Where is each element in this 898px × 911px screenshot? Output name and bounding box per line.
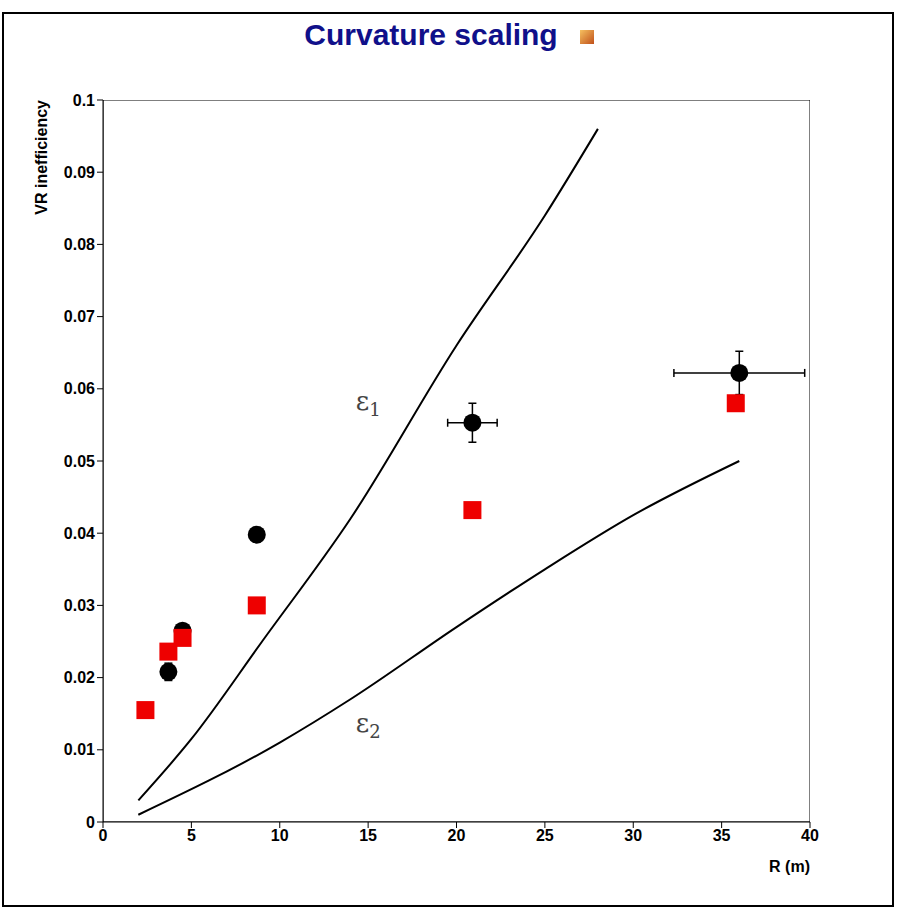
svg-text:0.04: 0.04 (64, 525, 95, 542)
svg-text:20: 20 (448, 827, 466, 844)
svg-text:25: 25 (536, 827, 554, 844)
svg-text:0.01: 0.01 (64, 741, 95, 758)
svg-text:0.05: 0.05 (64, 453, 95, 470)
svg-text:10: 10 (271, 827, 289, 844)
svg-text:0.02: 0.02 (64, 669, 95, 686)
svg-text:0: 0 (99, 827, 108, 844)
svg-text:30: 30 (624, 827, 642, 844)
svg-text:R (m): R (m) (769, 858, 810, 875)
svg-text:ε1: ε1 (356, 386, 381, 420)
html-text:Curvature scaling: Curvature scaling (304, 18, 558, 51)
svg-text:0.07: 0.07 (64, 308, 95, 325)
svg-text:40: 40 (801, 827, 819, 844)
svg-text:ε2: ε2 (356, 708, 381, 742)
svg-text:0.08: 0.08 (64, 236, 95, 253)
svg-text:0.09: 0.09 (64, 164, 95, 181)
svg-text:0: 0 (86, 814, 95, 831)
svg-text:15: 15 (359, 827, 377, 844)
svg-text:5: 5 (187, 827, 196, 844)
svg-text:0.1: 0.1 (73, 92, 95, 109)
svg-text:VR inefficiency: VR inefficiency (33, 100, 50, 215)
svg-text:35: 35 (713, 827, 731, 844)
svg-text:0.06: 0.06 (64, 380, 95, 397)
svg-text:0.03: 0.03 (64, 597, 95, 614)
